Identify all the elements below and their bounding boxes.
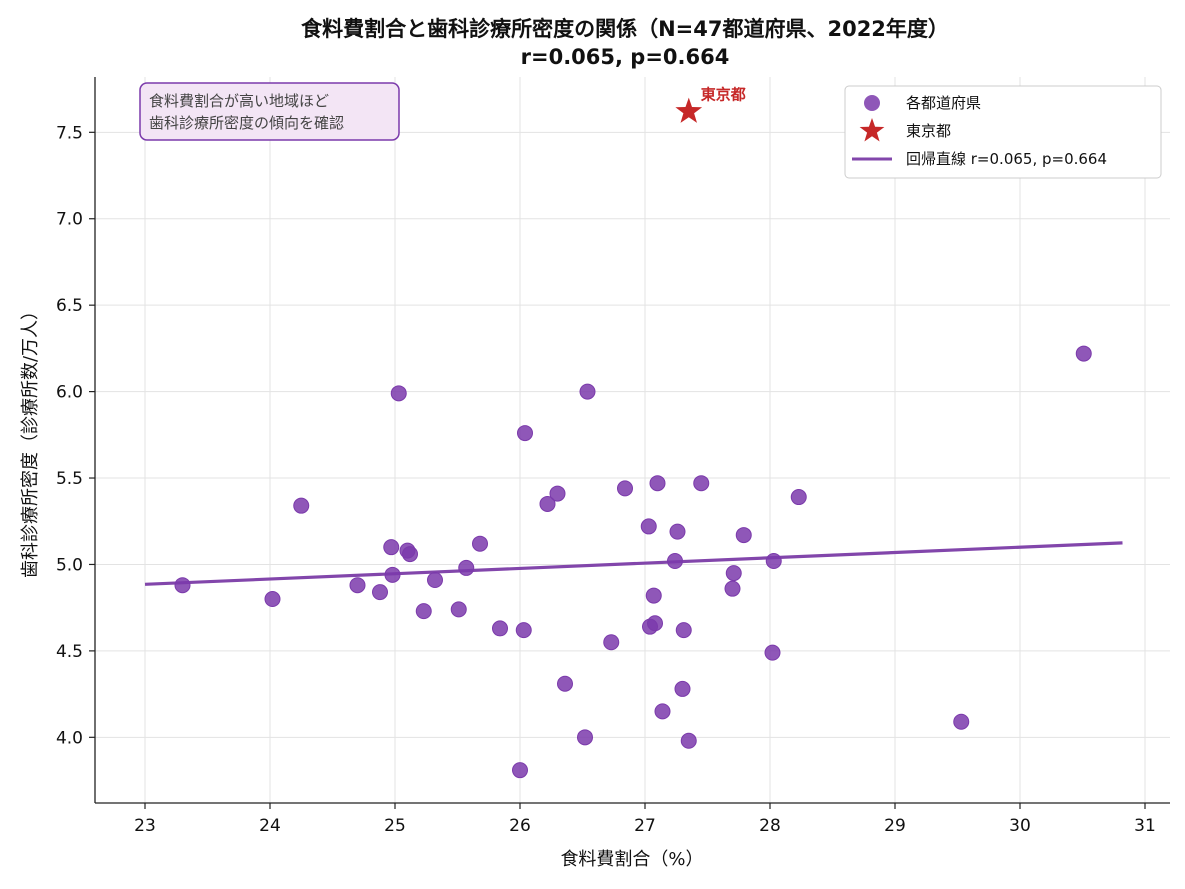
data-point xyxy=(680,732,697,749)
legend: 各都道府県 東京都 回帰直線 r=0.065, p=0.664 xyxy=(844,85,1162,179)
legend-box xyxy=(844,85,1162,179)
data-point xyxy=(427,572,443,589)
data-point xyxy=(765,553,782,569)
x-axis-label: 食料費割合（%） xyxy=(560,849,703,870)
data-point xyxy=(539,495,556,512)
data-point xyxy=(384,566,401,583)
x-tick-label: 30 xyxy=(1009,816,1031,836)
data-point xyxy=(953,713,970,730)
data-point xyxy=(372,584,388,601)
legend-point-marker xyxy=(864,95,880,111)
y-tick-label: 6.5 xyxy=(56,296,83,316)
data-point xyxy=(492,620,508,637)
x-tick-label: 23 xyxy=(134,816,156,836)
highlight-star xyxy=(675,97,703,123)
data-point xyxy=(693,475,710,492)
chart-subtitle: r=0.065, p=0.664 xyxy=(521,45,730,69)
y-tick-label: 4.5 xyxy=(56,642,83,662)
legend-highlight-label: 東京都 xyxy=(906,122,951,140)
data-point xyxy=(1075,345,1092,362)
annotation-box xyxy=(139,82,400,141)
data-point xyxy=(790,489,807,506)
data-point xyxy=(647,615,663,632)
data-point xyxy=(415,603,432,620)
highlight-layer: 東京都 xyxy=(675,86,746,123)
data-point xyxy=(174,577,191,594)
data-point xyxy=(579,383,596,400)
tick-labels: 23 24 25 26 27 28 29 30 31 4.0 4.5 5.0 5.5 6.0 6.5 7.0 7… xyxy=(56,123,1156,836)
x-tick-label: 31 xyxy=(1134,816,1156,836)
regression-layer xyxy=(144,541,1123,586)
x-tick-label: 26 xyxy=(509,816,531,836)
data-point xyxy=(735,527,752,544)
data-point xyxy=(725,565,742,582)
legend-star-marker xyxy=(859,118,885,142)
data-point xyxy=(264,591,281,608)
y-tick-label: 7.5 xyxy=(56,123,83,143)
data-point xyxy=(515,622,532,639)
axes xyxy=(94,77,1170,804)
data-point xyxy=(390,385,407,402)
data-point xyxy=(383,539,400,556)
data-point xyxy=(349,577,366,594)
highlight-label: 東京都 xyxy=(701,86,746,104)
data-point xyxy=(654,703,671,720)
data-point xyxy=(450,601,467,618)
data-point xyxy=(645,587,662,604)
data-point xyxy=(512,762,528,779)
data-point xyxy=(549,485,566,502)
data-point xyxy=(675,622,692,639)
data-point xyxy=(724,580,741,597)
data-point xyxy=(577,729,593,746)
x-tick-label: 25 xyxy=(384,816,406,836)
data-point xyxy=(764,644,781,661)
x-tick-label: 27 xyxy=(634,816,656,836)
data-point xyxy=(472,535,488,552)
data-point xyxy=(674,680,691,697)
y-tick-label: 5.5 xyxy=(56,469,83,489)
data-point xyxy=(640,518,657,535)
data-point xyxy=(649,475,666,492)
y-tick-label: 6.0 xyxy=(56,383,83,403)
data-point xyxy=(293,497,310,514)
chart-title: 食料費割合と歯科診療所密度の関係（N=47都道府県、2022年度） xyxy=(301,17,949,41)
x-tick-label: 28 xyxy=(759,816,781,836)
annotation-note: 食料費割合が高い地域ほど 歯科診療所密度の傾向を確認 xyxy=(139,82,400,141)
x-tick-label: 24 xyxy=(259,816,281,836)
annotation-line-1: 食料費割合が高い地域ほど xyxy=(149,92,329,110)
y-tick-label: 5.0 xyxy=(56,555,83,575)
data-point xyxy=(517,425,533,442)
legend-line-label: 回帰直線 r=0.065, p=0.664 xyxy=(906,150,1107,168)
data-point xyxy=(557,675,573,692)
data-point xyxy=(458,559,475,576)
data-point xyxy=(603,634,620,651)
y-tick-label: 7.0 xyxy=(56,210,83,230)
annotation-line-2: 歯科診療所密度の傾向を確認 xyxy=(149,114,344,132)
data-point xyxy=(402,546,418,563)
grid-lines xyxy=(95,77,1170,803)
data-point xyxy=(669,523,686,540)
data-point xyxy=(667,553,683,569)
legend-points-label: 各都道府県 xyxy=(906,94,981,112)
data-point xyxy=(617,480,633,497)
points-layer xyxy=(174,345,1092,779)
regression-line xyxy=(144,541,1123,586)
y-axis-label: 歯科診療所密度（診療所数/万人） xyxy=(20,302,41,578)
y-tick-label: 4.0 xyxy=(56,728,83,748)
x-tick-label: 29 xyxy=(884,816,906,836)
